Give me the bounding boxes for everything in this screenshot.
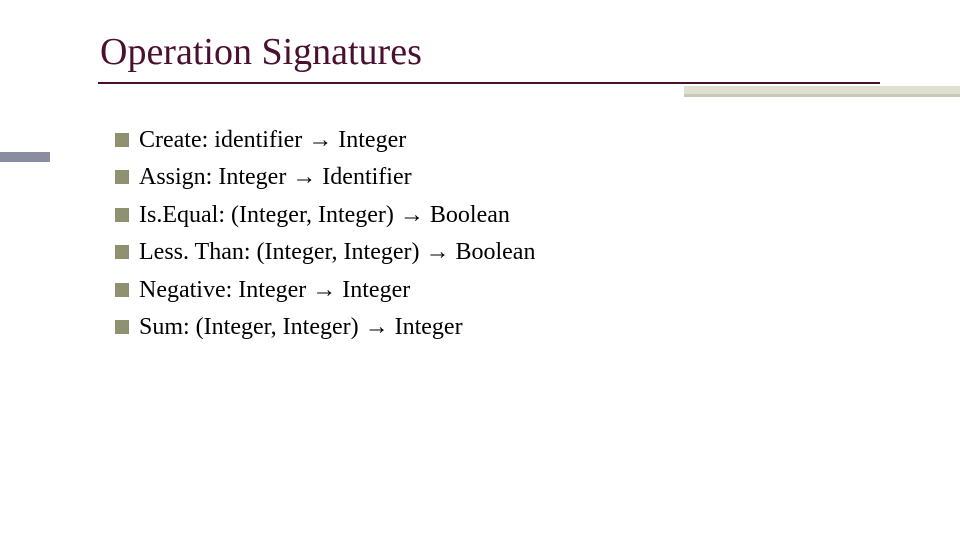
list-item: Negative: Integer → Integer	[115, 274, 535, 306]
square-bullet-icon	[115, 133, 129, 147]
list-item: Assign: Integer → Identifier	[115, 161, 535, 193]
list-item: Create: identifier → Integer	[115, 124, 535, 156]
bullet-text: Assign: Integer → Identifier	[139, 161, 412, 193]
bullet-text: Create: identifier → Integer	[139, 124, 406, 156]
bullet-list: Create: identifier → Integer Assign: Int…	[115, 124, 535, 348]
bullet-text: Sum: (Integer, Integer) → Integer	[139, 311, 463, 343]
list-item: Is.Equal: (Integer, Integer) → Boolean	[115, 199, 535, 231]
square-bullet-icon	[115, 320, 129, 334]
title-underline	[98, 82, 880, 84]
square-bullet-icon	[115, 208, 129, 222]
right-accent-bar-bottom	[684, 94, 960, 97]
square-bullet-icon	[115, 170, 129, 184]
list-item: Sum: (Integer, Integer) → Integer	[115, 311, 535, 343]
bullet-text: Negative: Integer → Integer	[139, 274, 410, 306]
slide-title: Operation Signatures	[100, 30, 422, 74]
list-item: Less. Than: (Integer, Integer) → Boolean	[115, 236, 535, 268]
bullet-text: Is.Equal: (Integer, Integer) → Boolean	[139, 199, 510, 231]
right-accent-bar-top	[684, 86, 960, 94]
left-accent-bar	[0, 152, 50, 162]
square-bullet-icon	[115, 245, 129, 259]
square-bullet-icon	[115, 283, 129, 297]
bullet-text: Less. Than: (Integer, Integer) → Boolean	[139, 236, 535, 268]
